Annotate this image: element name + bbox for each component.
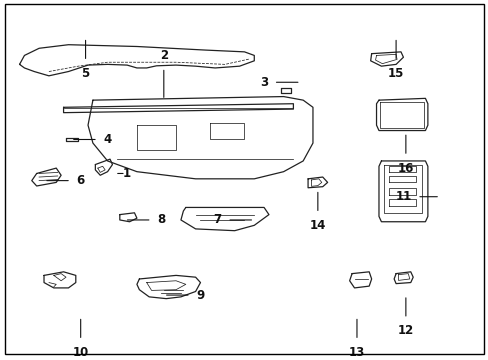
Text: 15: 15	[387, 40, 404, 80]
Text: 4: 4	[74, 133, 111, 146]
Text: 16: 16	[397, 135, 413, 175]
Text: 2: 2	[160, 49, 167, 97]
Text: 11: 11	[394, 190, 436, 203]
Text: 13: 13	[348, 319, 365, 359]
Text: 12: 12	[397, 298, 413, 337]
Text: 14: 14	[309, 192, 325, 232]
Text: 3: 3	[260, 76, 297, 89]
Text: 9: 9	[166, 289, 204, 302]
Text: 6: 6	[47, 174, 84, 187]
Text: 8: 8	[127, 213, 165, 226]
Text: 7: 7	[213, 213, 251, 226]
Text: 1: 1	[118, 167, 131, 180]
Text: 10: 10	[72, 319, 89, 359]
Text: 5: 5	[81, 40, 89, 80]
